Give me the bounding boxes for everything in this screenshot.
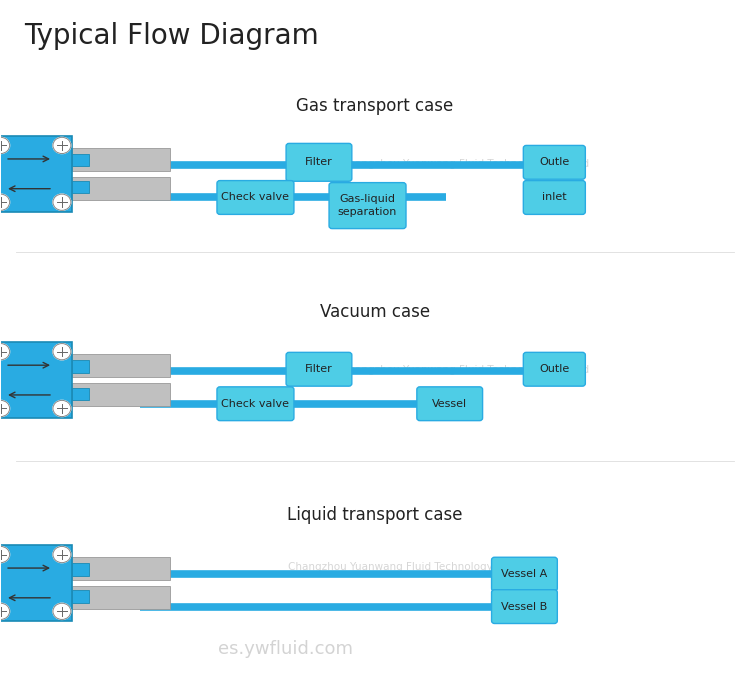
Circle shape xyxy=(0,547,10,563)
FancyBboxPatch shape xyxy=(491,557,557,591)
FancyBboxPatch shape xyxy=(72,590,88,602)
FancyBboxPatch shape xyxy=(524,145,585,179)
Text: Filter: Filter xyxy=(305,158,333,167)
Circle shape xyxy=(0,137,10,153)
FancyBboxPatch shape xyxy=(286,143,352,181)
Text: es.ywfluid.com: es.ywfluid.com xyxy=(217,640,352,658)
Text: Filter: Filter xyxy=(305,364,333,374)
Text: Vessel B: Vessel B xyxy=(501,602,548,612)
Text: Vessel A: Vessel A xyxy=(501,569,548,579)
Circle shape xyxy=(53,547,71,563)
Circle shape xyxy=(0,603,10,619)
FancyBboxPatch shape xyxy=(72,383,170,406)
Text: Vessel: Vessel xyxy=(432,399,467,409)
FancyBboxPatch shape xyxy=(72,388,88,400)
FancyBboxPatch shape xyxy=(0,545,72,621)
FancyBboxPatch shape xyxy=(417,387,482,421)
Text: Typical Flow Diagram: Typical Flow Diagram xyxy=(24,22,319,50)
FancyBboxPatch shape xyxy=(217,387,294,421)
Text: Outle: Outle xyxy=(539,364,569,374)
FancyBboxPatch shape xyxy=(524,352,585,386)
Text: Changzhou Yuanwang Fluid Technology Co., Ltd: Changzhou Yuanwang Fluid Technology Co.,… xyxy=(288,562,536,572)
Circle shape xyxy=(0,401,10,417)
FancyBboxPatch shape xyxy=(524,181,585,215)
FancyBboxPatch shape xyxy=(0,136,72,212)
FancyBboxPatch shape xyxy=(329,183,406,229)
Text: Outle: Outle xyxy=(539,158,569,167)
Text: Changzhou Yuanwang Fluid Technology Co., Ltd: Changzhou Yuanwang Fluid Technology Co.,… xyxy=(340,365,589,375)
FancyBboxPatch shape xyxy=(72,181,88,194)
FancyBboxPatch shape xyxy=(72,154,88,166)
FancyBboxPatch shape xyxy=(72,586,170,608)
Circle shape xyxy=(0,344,10,360)
FancyBboxPatch shape xyxy=(72,564,88,576)
FancyBboxPatch shape xyxy=(217,181,294,215)
FancyBboxPatch shape xyxy=(72,557,170,581)
Text: Gas-liquid
separation: Gas-liquid separation xyxy=(338,194,398,217)
Text: Liquid transport case: Liquid transport case xyxy=(287,507,463,524)
FancyBboxPatch shape xyxy=(72,177,170,200)
Text: Changzhou Yuanwang Fluid Technology Co., Ltd: Changzhou Yuanwang Fluid Technology Co.,… xyxy=(340,159,589,168)
Text: Check valve: Check valve xyxy=(221,399,290,409)
FancyBboxPatch shape xyxy=(72,354,170,378)
FancyBboxPatch shape xyxy=(491,589,557,623)
FancyBboxPatch shape xyxy=(72,148,170,171)
Text: Vacuum case: Vacuum case xyxy=(320,304,430,321)
FancyBboxPatch shape xyxy=(72,361,88,373)
FancyBboxPatch shape xyxy=(0,342,72,418)
Circle shape xyxy=(53,603,71,619)
FancyBboxPatch shape xyxy=(286,352,352,386)
Circle shape xyxy=(53,344,71,360)
Circle shape xyxy=(0,194,10,210)
Text: Check valve: Check valve xyxy=(221,192,290,202)
Text: Gas transport case: Gas transport case xyxy=(296,97,454,115)
Circle shape xyxy=(53,401,71,417)
Circle shape xyxy=(53,194,71,210)
Text: inlet: inlet xyxy=(542,192,567,202)
Circle shape xyxy=(53,137,71,153)
